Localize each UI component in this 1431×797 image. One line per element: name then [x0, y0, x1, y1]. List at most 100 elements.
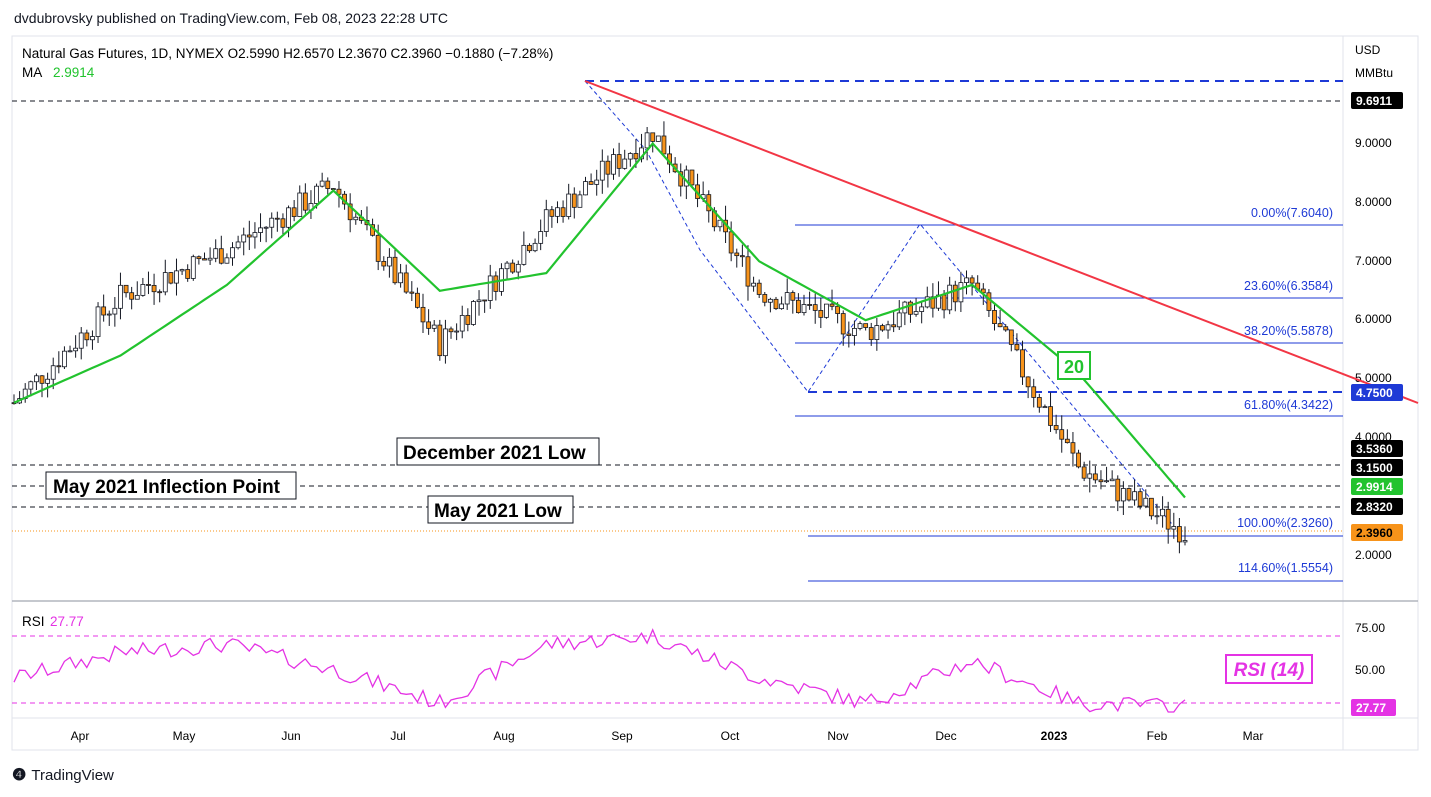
- candle-body: [174, 270, 179, 284]
- price-badge: 2.9914: [1356, 480, 1393, 494]
- candle-body: [246, 234, 252, 238]
- candle-body: [465, 315, 471, 325]
- candle-body: [627, 153, 633, 160]
- candle-body: [118, 284, 123, 309]
- candle-body: [947, 284, 953, 311]
- candle-body: [381, 260, 387, 267]
- candle-body: [1031, 386, 1037, 398]
- ma-line: [13, 141, 1186, 499]
- badge-bg: [1351, 524, 1403, 541]
- candle-body: [588, 181, 594, 185]
- fib-label: 0.00%(7.6040): [1251, 206, 1333, 220]
- candle-body: [274, 217, 280, 220]
- candle-body: [493, 275, 499, 292]
- downtrend-line: [584, 80, 1419, 404]
- annotation-may-2021-inflection: May 2021 Inflection Point: [53, 477, 281, 498]
- candle-body: [398, 272, 403, 284]
- badge-bg: [1351, 440, 1403, 457]
- candle-body: [605, 160, 611, 175]
- candle-body: [527, 244, 532, 252]
- tradingview-logo-icon[interactable]: ❹: [12, 767, 26, 784]
- annotation-box: [45, 471, 297, 500]
- candle-body: [1070, 442, 1076, 454]
- price-tick: 7.0000: [1355, 254, 1392, 268]
- candle-body: [230, 247, 235, 259]
- candle-body: [510, 262, 516, 273]
- price-badge: 3.5360: [1356, 442, 1393, 456]
- candle-body: [403, 272, 409, 293]
- candle-body: [583, 181, 588, 196]
- ma-legend-label: MA: [22, 65, 42, 80]
- candle-body: [644, 132, 650, 149]
- candle-body: [140, 284, 146, 296]
- candle-body: [689, 169, 695, 186]
- candle-body: [1148, 497, 1154, 517]
- ma-legend-value: 2.9914: [53, 65, 95, 80]
- axis-unit: MMBtu: [1355, 66, 1393, 80]
- candle-body: [745, 256, 751, 287]
- candle-body: [885, 324, 891, 331]
- fib-label: 100.00%(2.3260): [1237, 516, 1333, 530]
- candle-body: [756, 282, 762, 295]
- rsi-tick: 50.00: [1355, 663, 1385, 677]
- candle-body: [1154, 515, 1160, 518]
- candle-body: [487, 275, 493, 301]
- candle-body: [891, 324, 897, 328]
- candle-body: [162, 272, 168, 293]
- candle-body: [1076, 452, 1081, 468]
- candle-body: [90, 336, 95, 341]
- candle-body: [560, 207, 566, 217]
- price-badge: 4.7500: [1356, 386, 1393, 400]
- candle-body: [779, 303, 784, 310]
- candle-body: [958, 282, 964, 303]
- candle-body: [717, 219, 723, 228]
- candle-body: [269, 217, 275, 228]
- candle-body: [739, 255, 745, 258]
- candle-body: [549, 209, 555, 217]
- candle-body: [661, 135, 667, 155]
- candle-body: [190, 256, 196, 279]
- candle-body: [291, 207, 297, 217]
- candle-body: [762, 294, 768, 303]
- candle-body: [566, 193, 572, 217]
- price-badge: 27.77: [1356, 701, 1386, 715]
- candle-body: [1120, 488, 1126, 502]
- candle-body: [347, 203, 353, 221]
- candle-body: [1036, 397, 1042, 408]
- candle-body: [106, 313, 112, 316]
- candle-body: [454, 330, 460, 333]
- candle-body: [1137, 491, 1143, 507]
- candle-body: [185, 269, 191, 279]
- price-tick: 5.0000: [1355, 371, 1392, 385]
- candle-body: [50, 365, 56, 380]
- candle-body: [1160, 508, 1165, 517]
- footer-brand[interactable]: TradingView: [31, 766, 114, 784]
- candle-body: [846, 333, 852, 336]
- candle-body: [386, 256, 392, 267]
- candle-body: [431, 324, 437, 329]
- axis-currency: USD: [1355, 43, 1381, 57]
- ma-period-label: 20: [1064, 357, 1084, 377]
- candle-body: [415, 292, 420, 308]
- badge-bg: [1351, 92, 1403, 109]
- candle-body: [39, 375, 45, 384]
- price-badges: 9.6911 4.7500 3.5360 3.1500 2.9914 2.832…: [1351, 92, 1403, 716]
- price-tick: 2.0000: [1355, 548, 1392, 562]
- candle-body: [235, 241, 241, 249]
- candle-body: [1165, 508, 1171, 530]
- candle-body: [1048, 406, 1053, 426]
- candle-body: [840, 313, 846, 335]
- candle-body: [908, 301, 913, 315]
- candle-body: [123, 284, 129, 294]
- candle-body: [773, 298, 779, 310]
- month-label: Aug: [493, 729, 514, 743]
- annotation-box: [396, 437, 600, 466]
- candle-body: [896, 312, 902, 328]
- candle-body: [734, 252, 740, 257]
- candle-body: [616, 154, 622, 169]
- candle-body: [796, 299, 801, 314]
- month-label: 2023: [1041, 729, 1068, 743]
- candle-body: [336, 188, 342, 195]
- candle-body: [767, 298, 773, 303]
